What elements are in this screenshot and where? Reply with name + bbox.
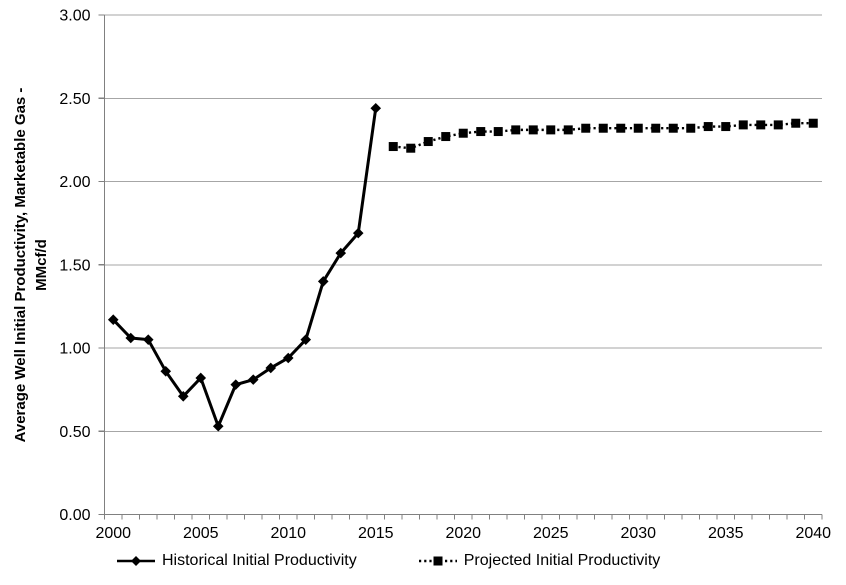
diamond-marker-icon <box>131 556 141 566</box>
x-tick-label: 2015 <box>358 525 394 542</box>
projected-data-point <box>423 137 433 147</box>
projected-data-point <box>686 123 696 133</box>
projected-data-point <box>458 128 468 138</box>
historical-data-point <box>125 332 137 344</box>
square-marker-icon <box>433 556 443 566</box>
x-tick-label: 2030 <box>620 525 656 542</box>
y-axis-title-line2: MMcf/d <box>33 239 50 291</box>
historical-data-point <box>300 334 312 345</box>
projected-data-point <box>668 123 678 133</box>
projected-data-point <box>493 127 503 137</box>
projected-dotted-square-icon <box>418 556 457 566</box>
projected-data-point <box>703 122 713 132</box>
projected-data-point <box>581 123 591 133</box>
projected-data-point <box>756 120 766 130</box>
projected-data-point <box>563 125 573 135</box>
projected-data-point <box>406 143 416 153</box>
legend-label-projected: Projected Initial Productivity <box>463 552 661 569</box>
historical-data-point <box>212 420 224 432</box>
y-tick-label: 2.50 <box>59 91 90 108</box>
y-tick-label: 0.00 <box>59 507 90 524</box>
x-tick-label: 2010 <box>270 525 306 542</box>
y-tick-label: 2.00 <box>59 174 90 191</box>
historical-series-line <box>112 108 378 428</box>
historical-data-point <box>282 352 294 364</box>
projected-data-point <box>651 123 661 133</box>
y-tick-label: 1.00 <box>59 341 90 358</box>
projected-data-point <box>476 127 486 137</box>
y-tick-label: 1.50 <box>59 257 90 274</box>
historical-line-diamond-icon <box>117 556 155 566</box>
projected-data-point <box>738 120 748 130</box>
projected-data-point <box>528 125 538 135</box>
projected-data-point <box>721 122 731 132</box>
projected-data-point <box>546 125 556 135</box>
projected-data-point <box>633 123 643 133</box>
historical-data-point <box>247 374 259 385</box>
y-tick-label: 0.50 <box>59 424 90 441</box>
x-tick-label: 2040 <box>795 525 831 542</box>
projected-data-point <box>808 118 818 128</box>
projected-data-point <box>441 132 451 142</box>
chart-legend: Historical Initial Productivity Projecte… <box>117 552 660 570</box>
historical-data-point <box>177 390 189 402</box>
projected-data-point <box>511 125 521 135</box>
historical-data-point <box>370 102 382 114</box>
x-tick-label: 2000 <box>95 525 131 542</box>
historical-data-point <box>142 334 154 345</box>
y-axis-title-line1: Average Well Initial Productivity, Marke… <box>12 87 29 443</box>
historical-data-point <box>160 366 172 377</box>
historical-data-point <box>107 314 119 325</box>
historical-data-point <box>317 276 329 287</box>
historical-data-point <box>195 372 207 384</box>
x-tick-label: 2025 <box>533 525 569 542</box>
x-tick-label: 2005 <box>183 525 219 542</box>
projected-data-point <box>773 120 783 130</box>
projected-data-point <box>616 123 626 133</box>
y-tick-label: 3.00 <box>59 8 90 25</box>
historical-data-point <box>335 247 347 259</box>
historical-data-point <box>352 227 364 239</box>
x-tick-label: 2020 <box>445 525 481 542</box>
projected-data-point <box>598 123 608 133</box>
projected-data-point <box>388 142 398 152</box>
legend-label-historical: Historical Initial Productivity <box>162 552 357 569</box>
legend-item-historical: Historical Initial Productivity <box>117 552 357 570</box>
x-tick-label: 2035 <box>708 525 744 542</box>
y-axis-title: Average Well Initial Productivity, Marke… <box>10 88 52 443</box>
historical-data-point <box>230 379 242 390</box>
historical-data-point <box>265 362 277 374</box>
projected-data-point <box>791 118 801 128</box>
legend-item-projected: Projected Initial Productivity <box>418 552 661 570</box>
